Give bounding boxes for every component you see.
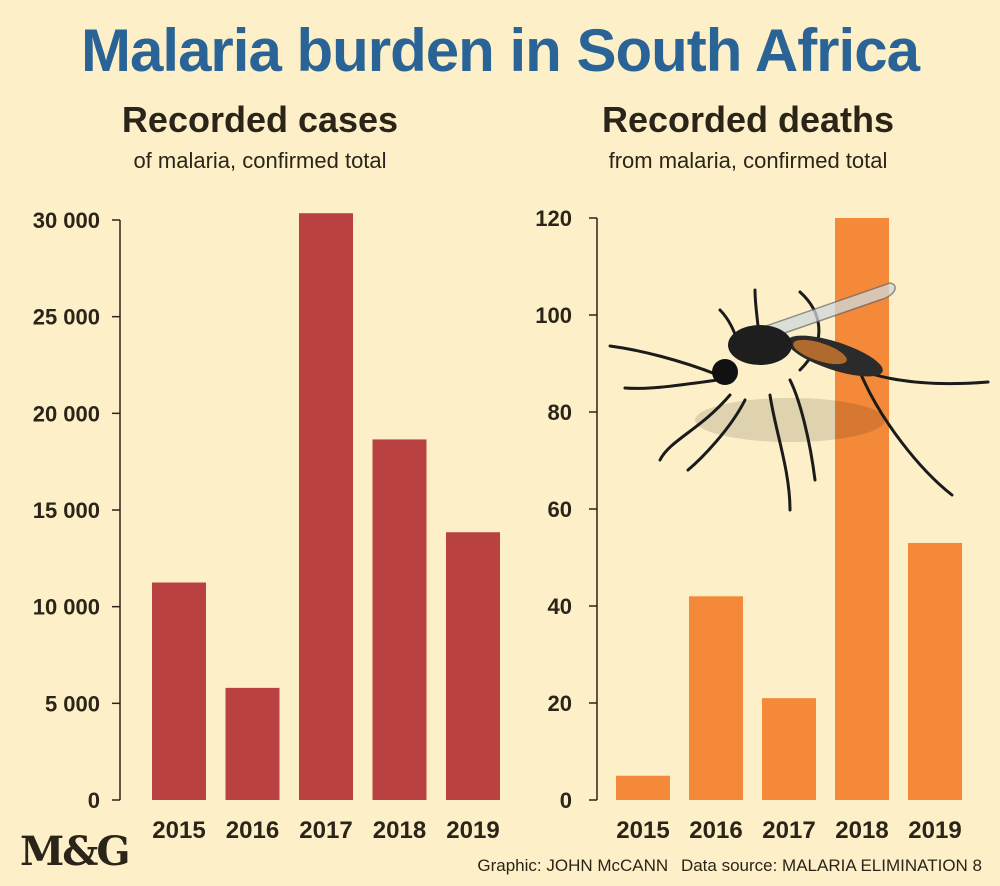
deaths-y-tick-label: 60	[548, 497, 572, 522]
cases-x-tick-label: 2017	[299, 817, 352, 844]
deaths-x-tick-label: 2017	[762, 817, 815, 844]
cases-bar-2018	[372, 439, 427, 800]
cases-y-tick-label: 30 000	[33, 208, 100, 233]
deaths-y-tick-label: 100	[535, 303, 572, 328]
deaths-y-tick-label: 40	[548, 594, 572, 619]
deaths-y-tick-label: 120	[535, 206, 572, 231]
deaths-bar-2015	[616, 775, 670, 800]
deaths-bar-2017	[762, 698, 816, 800]
cases-y-tick-label: 5 000	[45, 691, 100, 716]
mosquito-icon	[608, 282, 990, 512]
cases-y-tick-label: 20 000	[33, 401, 100, 426]
deaths-x-tick-label: 2015	[616, 817, 669, 844]
cases-y-tick-label: 25 000	[33, 305, 100, 330]
deaths-chart-title: Recorded deaths	[601, 99, 895, 140]
cases-y-tick-label: 15 000	[33, 498, 100, 523]
cases-x-tick-label: 2015	[152, 817, 205, 844]
cases-bar-2015	[152, 582, 206, 800]
deaths-x-tick-label: 2019	[908, 817, 961, 844]
deaths-bar-2016	[689, 596, 743, 800]
cases-x-tick-label: 2016	[226, 817, 279, 844]
deaths-y-tick-label: 20	[548, 691, 572, 716]
cases-y-tick-label: 0	[88, 788, 100, 813]
credits: Graphic: JOHN McCANN Data source: MALARI…	[469, 856, 982, 876]
mg-logo: M&G	[20, 828, 131, 875]
cases-chart-subtitle: of malaria, confirmed total	[133, 148, 387, 173]
graphic-credit: Graphic: JOHN McCANN	[477, 856, 669, 875]
deaths-bar-2019	[908, 542, 962, 800]
deaths-bar-chart: 0 20 40 60 80 100 120 2015 2016 2017 2018 2019	[535, 206, 962, 844]
cases-y-tick-label: 10 000	[33, 595, 100, 620]
cases-bar-2017	[299, 213, 353, 800]
data-source-credit: Data source: MALARIA ELIMINATION 8	[680, 856, 982, 875]
cases-chart-title: Recorded cases	[121, 99, 399, 140]
deaths-x-tick-label: 2016	[689, 817, 742, 844]
cases-x-tick-label: 2019	[446, 817, 499, 844]
cases-bar-2016	[225, 687, 280, 800]
page-title: Malaria burden in South Africa	[81, 17, 920, 84]
deaths-x-tick-label: 2018	[835, 817, 888, 844]
deaths-y-tick-label: 80	[548, 400, 572, 425]
cases-bar-chart: 0 5 000 10 000 15 000 20 000 25 000 30 000 2015…	[33, 208, 500, 844]
cases-x-tick-label: 2018	[373, 817, 426, 844]
cases-bar-2019	[446, 532, 500, 800]
deaths-chart-subtitle: from malaria, confirmed total	[608, 148, 888, 173]
deaths-y-tick-label: 0	[560, 788, 572, 813]
deaths-bar-2018	[835, 218, 889, 800]
